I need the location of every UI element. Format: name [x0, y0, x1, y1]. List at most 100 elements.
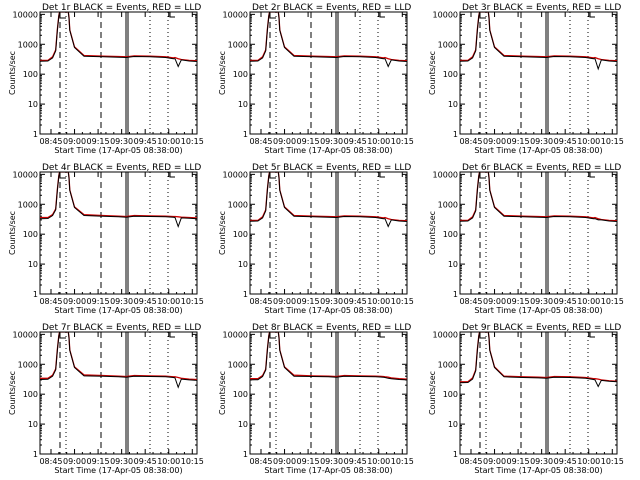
- chart-panel-9: Det 9r BLACK = Events, RED = LLD 1 10 100 10…: [428, 323, 624, 475]
- y-tick-label: 10: [448, 420, 458, 429]
- x-tick-label: 10:00: [577, 457, 600, 466]
- y-axis-label: Counts/sec: [218, 371, 227, 415]
- x-tick-label: 08:45: [249, 457, 272, 466]
- x-tick-label: 10:00: [367, 457, 390, 466]
- series-line-lld-red: [40, 172, 197, 219]
- top-step-marker-right: [169, 172, 175, 178]
- series-line-lld-red: [250, 12, 407, 62]
- y-tick-label: 10000: [433, 330, 458, 339]
- x-tick-label: 09:45: [554, 457, 577, 466]
- x-tick-label: 09:00: [273, 457, 296, 466]
- series-line-lld-red: [250, 332, 407, 380]
- plot-frame: [459, 171, 618, 295]
- x-tick-label: 10:15: [391, 297, 414, 306]
- series-line-events-black: [460, 332, 617, 388]
- x-tick-label: 10:00: [577, 297, 600, 306]
- plot-frame: [249, 171, 408, 295]
- x-tick-label: 09:30: [530, 457, 553, 466]
- x-axis-label: Start Time (17-Apr-05 08:38:00): [474, 146, 602, 155]
- x-tick-label: 10:15: [181, 137, 204, 146]
- x-axis-label: Start Time (17-Apr-05 08:38:00): [54, 466, 182, 475]
- y-axis-label: Counts/sec: [428, 211, 437, 255]
- chart-panel-2: Det 2r BLACK = Events, RED = LLD 1 10 100 10…: [218, 3, 414, 155]
- x-tick-label: 09:00: [483, 297, 506, 306]
- x-tick-label: 09:45: [554, 297, 577, 306]
- y-tick-label: 10000: [13, 330, 38, 339]
- x-tick-label: 10:15: [601, 457, 624, 466]
- series-line-events-black: [250, 12, 407, 68]
- x-tick-label: 09:45: [554, 137, 577, 146]
- series-line-lld-red: [250, 172, 407, 222]
- y-tick-label: 10: [448, 260, 458, 269]
- x-tick-label: 09:15: [87, 137, 110, 146]
- x-tick-label: 09:45: [134, 297, 157, 306]
- y-axis-label: Counts/sec: [218, 51, 227, 95]
- series-line-events-black: [40, 12, 197, 68]
- x-tick-label: 09:00: [63, 137, 86, 146]
- x-tick-label: 10:00: [157, 137, 180, 146]
- x-tick-label: 10:15: [391, 137, 414, 146]
- y-tick-label: 10: [28, 420, 38, 429]
- y-tick-label: 10000: [13, 170, 38, 179]
- y-tick-label: 10000: [433, 170, 458, 179]
- x-tick-label: 08:45: [249, 297, 272, 306]
- x-tick-label: 09:30: [320, 137, 343, 146]
- chart-title: Det 5r BLACK = Events, RED = LLD: [252, 163, 411, 173]
- x-tick-label: 09:15: [87, 457, 110, 466]
- x-axis-label: Start Time (17-Apr-05 08:38:00): [54, 306, 182, 315]
- plot-frame: [459, 331, 618, 455]
- x-tick-label: 09:45: [344, 297, 367, 306]
- x-tick-label: 09:15: [297, 137, 320, 146]
- plot-frame: [39, 331, 198, 455]
- y-tick-label: 100: [23, 230, 38, 239]
- x-tick-label: 09:45: [344, 137, 367, 146]
- y-tick-label: 100: [443, 230, 458, 239]
- y-tick-label: 1: [453, 450, 458, 459]
- y-tick-label: 1000: [18, 200, 38, 209]
- x-tick-label: 09:45: [134, 457, 157, 466]
- y-tick-label: 100: [233, 70, 248, 79]
- plot-frame: [459, 11, 618, 135]
- x-tick-label: 09:30: [530, 137, 553, 146]
- series-line-events-black: [460, 12, 617, 71]
- series-line-lld-red: [460, 172, 617, 222]
- x-tick-label: 09:30: [110, 137, 133, 146]
- series-line-events-black: [40, 332, 197, 389]
- y-tick-label: 100: [233, 390, 248, 399]
- x-tick-label: 10:00: [157, 457, 180, 466]
- x-tick-label: 08:45: [249, 137, 272, 146]
- x-tick-label: 10:15: [601, 137, 624, 146]
- y-tick-label: 10: [448, 100, 458, 109]
- chart-panel-7: Det 7r BLACK = Events, RED = LLD 1 10 100 10…: [8, 323, 204, 475]
- y-axis-label: Counts/sec: [218, 211, 227, 255]
- y-tick-label: 100: [23, 70, 38, 79]
- x-tick-label: 10:15: [391, 457, 414, 466]
- top-step-marker-left: [59, 12, 66, 19]
- x-tick-label: 10:00: [157, 297, 180, 306]
- y-axis-label: Counts/sec: [8, 371, 17, 415]
- y-tick-label: 1000: [438, 200, 458, 209]
- y-axis-label: Counts/sec: [8, 51, 17, 95]
- top-step-marker-right: [169, 332, 175, 338]
- y-tick-label: 10: [28, 260, 38, 269]
- y-tick-label: 1: [453, 130, 458, 139]
- top-step-marker-left: [479, 172, 486, 179]
- plot-frame: [39, 171, 198, 295]
- y-tick-label: 1: [453, 290, 458, 299]
- plot-frame: [249, 11, 408, 135]
- y-tick-label: 10: [238, 100, 248, 109]
- y-tick-label: 10000: [223, 330, 248, 339]
- x-tick-label: 09:30: [530, 297, 553, 306]
- series-line-events-black: [460, 172, 617, 222]
- y-tick-label: 1: [243, 450, 248, 459]
- y-tick-label: 100: [443, 70, 458, 79]
- chart-title: Det 4r BLACK = Events, RED = LLD: [42, 163, 201, 173]
- y-tick-label: 10000: [433, 10, 458, 19]
- y-tick-label: 1000: [18, 360, 38, 369]
- x-axis-label: Start Time (17-Apr-05 08:38:00): [474, 466, 602, 475]
- chart-panel-3: Det 3r BLACK = Events, RED = LLD 1 10 100 10…: [428, 3, 624, 155]
- x-tick-label: 09:00: [273, 297, 296, 306]
- top-step-marker-right: [379, 12, 385, 18]
- chart-title: Det 9r BLACK = Events, RED = LLD: [462, 323, 621, 333]
